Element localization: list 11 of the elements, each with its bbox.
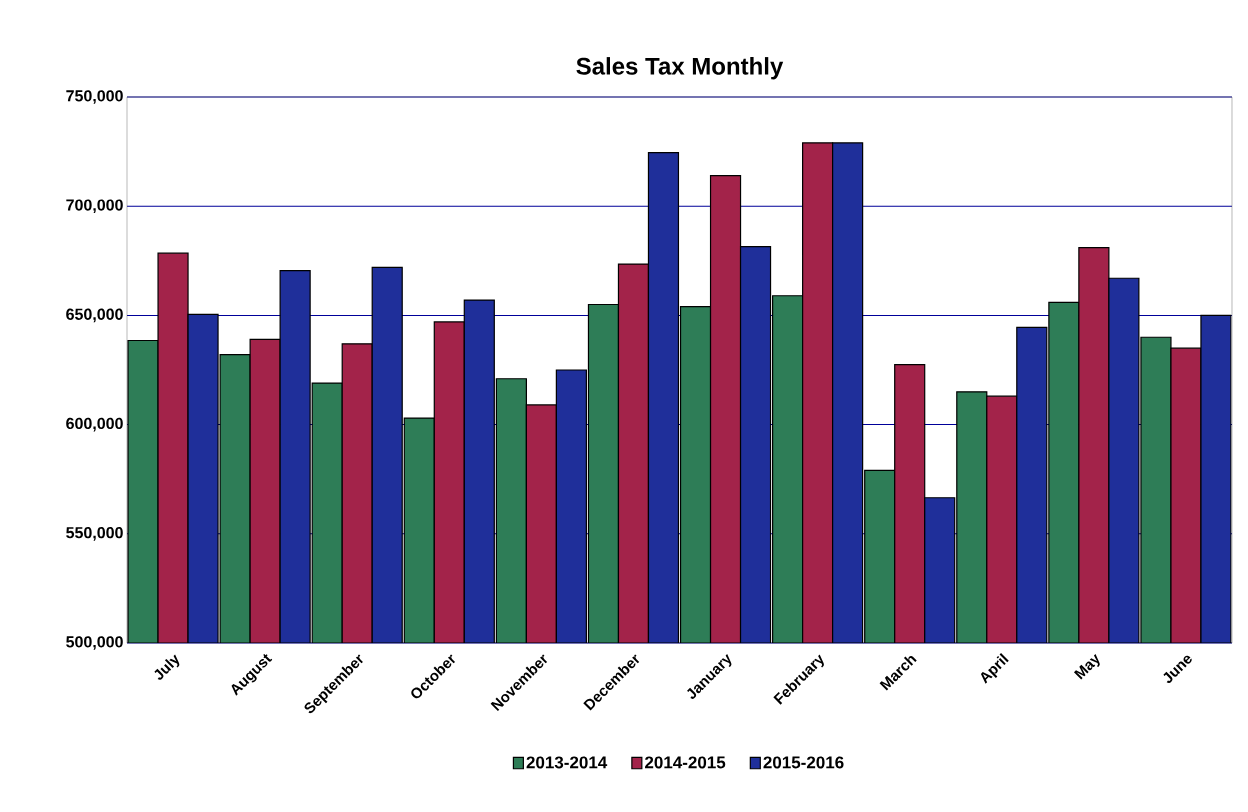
legend-label: 2015-2016 [763, 756, 844, 769]
x-tick-label: July [154, 654, 180, 680]
y-tick-label: 600,000 [66, 417, 123, 432]
y-tick-label: 700,000 [66, 199, 123, 214]
y-tick-label: 500,000 [66, 636, 123, 650]
y-tick-label: 550,000 [66, 526, 123, 541]
legend-label: 2014-2015 [645, 756, 726, 769]
y-tick-label: 650,000 [66, 308, 123, 323]
y-tick-label: 750,000 [66, 90, 123, 104]
legend-label: 2013-2014 [526, 756, 608, 769]
chart-title: Sales Tax Monthly [576, 57, 784, 80]
